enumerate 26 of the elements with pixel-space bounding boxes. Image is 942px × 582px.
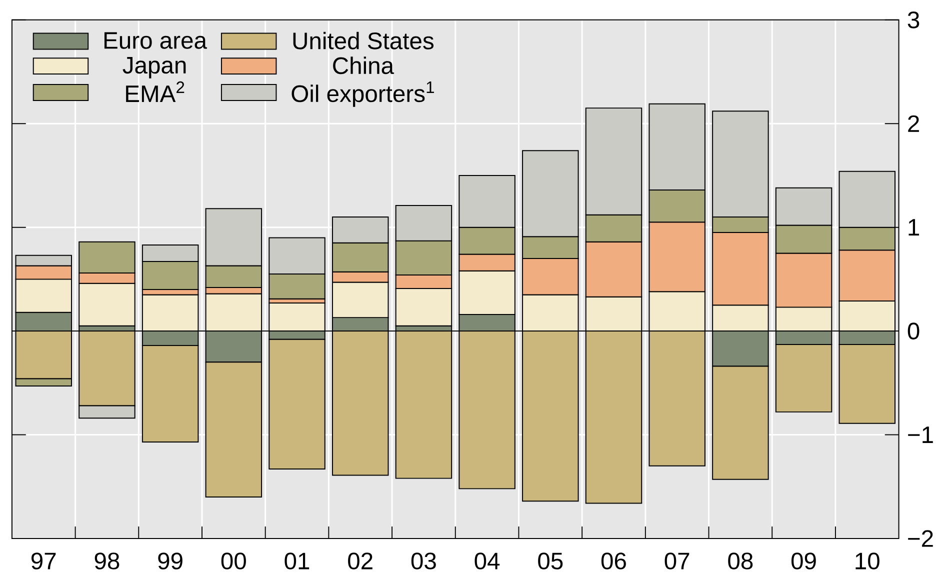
x-tick-label: 01 xyxy=(284,552,310,570)
legend-label: Japan xyxy=(122,56,186,78)
x-tick-label: 04 xyxy=(474,552,500,570)
x-tick-label: 10 xyxy=(856,552,880,570)
x-tick-label: 99 xyxy=(158,552,182,570)
x-tick-label: 03 xyxy=(411,552,436,570)
y-tick-label: 1 xyxy=(908,219,919,236)
x-tick-label: 00 xyxy=(221,552,246,570)
x-tick-label: 09 xyxy=(791,552,816,570)
x-tick-label: 97 xyxy=(32,552,56,570)
legend-label: Euro area xyxy=(104,32,208,49)
x-tick-label: 05 xyxy=(538,552,563,570)
x-tick-label: 98 xyxy=(94,552,120,570)
legend-label: EMA$^{2}$ xyxy=(126,81,184,102)
y-tick-label: 0 xyxy=(908,322,920,340)
x-tick-label: 06 xyxy=(601,552,626,570)
y-tick-label: −2 xyxy=(908,530,933,547)
x-tick-label: 02 xyxy=(348,552,372,570)
legend-label: China xyxy=(333,56,394,74)
legend-label: United States xyxy=(293,32,434,50)
y-tick-label: −1 xyxy=(908,426,933,443)
y-tick-label: 3 xyxy=(908,11,920,28)
x-tick-label: 07 xyxy=(664,552,690,570)
y-tick-label: 2 xyxy=(908,115,919,132)
x-tick-label: 08 xyxy=(728,552,753,570)
legend-label: Oil exporters$^{1}$ xyxy=(292,81,434,107)
